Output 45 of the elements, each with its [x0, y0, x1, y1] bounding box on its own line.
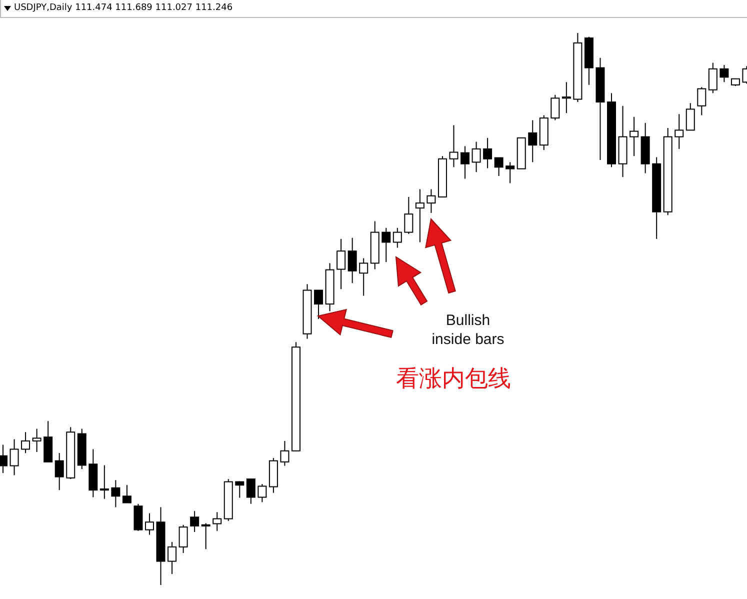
candlestick	[201, 522, 210, 550]
candlestick	[494, 157, 504, 176]
candlestick	[235, 480, 244, 498]
candlestick	[472, 141, 481, 173]
candlestick	[392, 227, 402, 248]
candlestick	[212, 512, 222, 532]
candlestick	[246, 478, 256, 504]
candlestick	[404, 196, 414, 234]
candlestick	[460, 146, 470, 180]
candlestick	[708, 62, 718, 94]
candlestick	[359, 258, 368, 296]
candlestick	[21, 432, 30, 454]
candlestick	[562, 82, 571, 114]
candlestick	[280, 440, 290, 466]
candlestick	[483, 137, 492, 169]
candlestick	[720, 64, 729, 83]
candlestick	[314, 290, 324, 320]
candlestick	[134, 503, 143, 532]
candlestick	[426, 188, 436, 214]
candlestick	[686, 102, 695, 131]
candlestick	[122, 484, 132, 504]
candlestick	[449, 124, 458, 168]
candlestick	[674, 114, 684, 150]
annotation: Bullish inside bars	[430, 311, 506, 349]
candlestick	[630, 116, 639, 157]
candlestick	[550, 94, 560, 121]
candlestick	[415, 188, 424, 243]
candlestick	[100, 464, 109, 500]
candlestick	[382, 227, 391, 263]
candlestick	[528, 120, 538, 163]
candlestick	[32, 428, 42, 452]
candlestick	[697, 86, 706, 116]
candlestick	[348, 237, 357, 284]
candlestick	[258, 483, 267, 503]
candlestick	[10, 438, 19, 476]
candlestick	[336, 238, 346, 290]
candlestick	[506, 162, 515, 184]
annotation: 看涨内包线	[396, 365, 511, 394]
candlestick	[111, 480, 120, 508]
candlestick	[54, 452, 64, 491]
candlestick	[178, 524, 188, 554]
chart-title: USDJPY,Daily 111.474 111.689 111.027 111.246	[14, 3, 233, 13]
candlestick	[168, 541, 177, 574]
candlestick	[144, 512, 154, 536]
candlestick	[190, 510, 200, 533]
